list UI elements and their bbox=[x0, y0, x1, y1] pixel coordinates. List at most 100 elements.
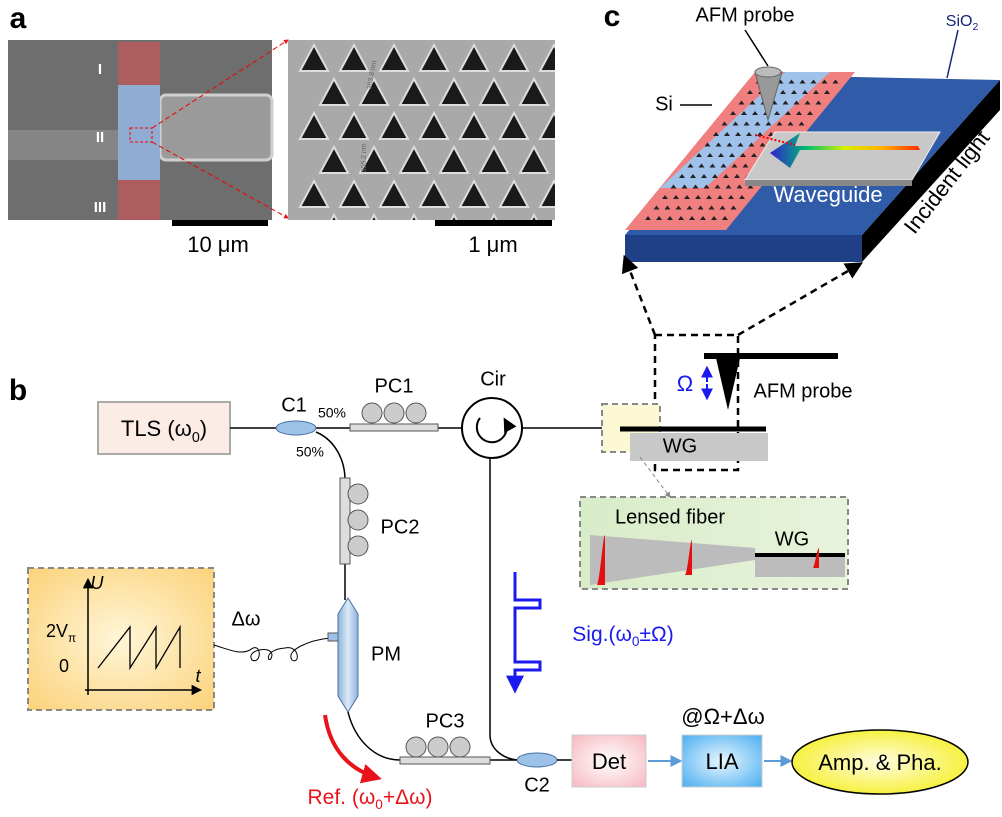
pc-hole bbox=[692, 184, 699, 189]
panel-label: b bbox=[9, 374, 27, 407]
pc-hole bbox=[667, 216, 673, 220]
sem-hole bbox=[560, 147, 588, 173]
sem-hole bbox=[318, 76, 350, 106]
pc-hole bbox=[737, 142, 744, 147]
pc-hole bbox=[768, 132, 774, 136]
label-part: 2 bbox=[972, 22, 978, 33]
sem-hole bbox=[358, 76, 390, 106]
circulator-label: Cir bbox=[480, 368, 506, 390]
sem-hole bbox=[530, 212, 538, 220]
sem-measure: 363.8 nm bbox=[366, 60, 378, 90]
pc-hole bbox=[689, 216, 695, 220]
sem-hole bbox=[378, 178, 410, 208]
sem-hole bbox=[370, 212, 378, 220]
si-label: Si bbox=[655, 93, 673, 115]
pc-hole bbox=[747, 90, 753, 94]
pc-hole bbox=[681, 184, 688, 189]
sem-hole bbox=[450, 212, 458, 220]
pc-hole bbox=[708, 205, 715, 210]
sem-hole bbox=[298, 178, 330, 208]
split-label: 50% bbox=[296, 444, 324, 460]
pc-hole bbox=[740, 153, 746, 157]
pc-hole bbox=[706, 195, 712, 199]
pc-hole bbox=[723, 174, 729, 178]
label-part: 0 bbox=[632, 634, 640, 649]
pc-hole bbox=[793, 100, 800, 105]
pc-hole bbox=[730, 205, 737, 210]
sem-hole bbox=[418, 42, 450, 72]
pc-hole bbox=[730, 111, 736, 115]
pc-hole bbox=[832, 79, 839, 84]
pc-label: PC1 bbox=[375, 375, 414, 397]
pc-hole bbox=[679, 174, 685, 178]
pc-hole bbox=[670, 184, 677, 189]
sem-hole bbox=[330, 212, 338, 220]
sem-hole bbox=[538, 42, 555, 72]
pc-hole bbox=[724, 132, 730, 136]
panel-label: c bbox=[604, 0, 621, 33]
pc-hole bbox=[704, 142, 711, 147]
pc-hole bbox=[678, 216, 684, 220]
det-label: Det bbox=[592, 749, 626, 774]
pc-hole bbox=[782, 100, 789, 105]
coupler-label: C2 bbox=[524, 774, 550, 796]
sem-hole bbox=[418, 178, 450, 208]
delta-label: Δω bbox=[232, 608, 261, 630]
sem-hole bbox=[358, 144, 390, 174]
pc-hole bbox=[735, 132, 741, 136]
pc-hole bbox=[709, 163, 716, 168]
pc-hole bbox=[741, 111, 747, 115]
sem-hole bbox=[478, 76, 510, 106]
pc-hole bbox=[690, 174, 696, 178]
label-part: Sig.(ω bbox=[572, 623, 632, 646]
pc-hole bbox=[684, 195, 690, 199]
sem-hole bbox=[378, 110, 410, 140]
pc-hole bbox=[696, 153, 702, 157]
output-label: Amp. & Pha. bbox=[818, 750, 942, 775]
pc-hole bbox=[722, 216, 728, 220]
pc-hole bbox=[804, 100, 811, 105]
sem-hole bbox=[458, 178, 490, 208]
label-part: TLS (ω bbox=[121, 416, 192, 441]
pc-hole bbox=[695, 195, 701, 199]
pm-label: PM bbox=[371, 643, 401, 665]
tls-label: TLS (ω0) bbox=[121, 416, 207, 446]
pc-hole bbox=[656, 216, 662, 220]
pc-hole bbox=[715, 142, 722, 147]
sem-hole bbox=[398, 76, 430, 106]
sem-hole bbox=[298, 42, 330, 72]
pc-hole bbox=[714, 184, 721, 189]
split-label: 50% bbox=[318, 405, 346, 421]
region-label: I bbox=[98, 61, 102, 78]
pc-hole bbox=[729, 153, 735, 157]
pc-hole bbox=[747, 184, 754, 189]
pc-hole bbox=[736, 184, 743, 189]
pc-hole bbox=[645, 216, 651, 220]
label-part: 2V bbox=[46, 621, 68, 641]
region-label: II bbox=[96, 129, 104, 146]
sem-hole bbox=[538, 110, 555, 140]
axis-label: U bbox=[91, 573, 105, 593]
sem-hole bbox=[498, 110, 530, 140]
waveguide-label: Waveguide bbox=[773, 182, 882, 207]
sem-hole bbox=[560, 79, 588, 105]
pc-hole bbox=[746, 132, 752, 136]
pc-hole bbox=[821, 79, 828, 84]
pc-hole bbox=[686, 205, 693, 210]
label-part: 0 bbox=[375, 797, 383, 812]
pc-hole bbox=[719, 205, 726, 210]
pc-hole bbox=[697, 205, 704, 210]
sem-hole bbox=[458, 110, 490, 140]
sem-hole bbox=[298, 110, 330, 140]
inset-title: Lensed fiber bbox=[615, 506, 725, 528]
pc-hole bbox=[780, 90, 786, 94]
pc-hole bbox=[774, 111, 780, 115]
tick-label: 0 bbox=[59, 656, 69, 676]
sem-hole bbox=[398, 144, 430, 174]
pc-hole bbox=[810, 79, 817, 84]
pc-hole bbox=[718, 153, 724, 157]
pc-hole bbox=[748, 142, 755, 147]
sem-hole bbox=[438, 76, 470, 106]
region-label: III bbox=[94, 199, 107, 216]
sem-hole bbox=[378, 42, 410, 72]
